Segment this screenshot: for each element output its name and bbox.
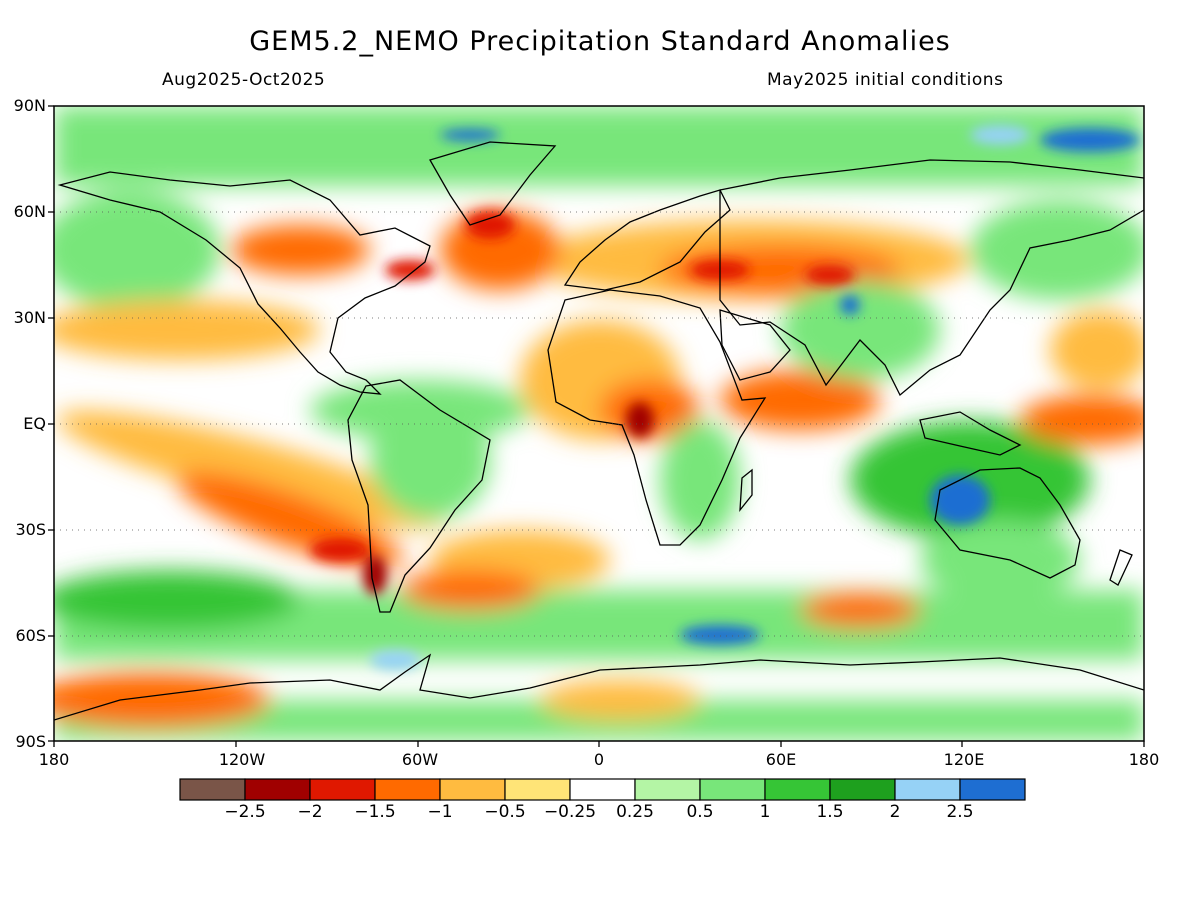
- colorbar-swatch: [569, 778, 636, 801]
- colorbar-label: 1.5: [816, 802, 844, 822]
- lon-label-0: 0: [593, 750, 605, 769]
- colorbar-swatch: [309, 778, 376, 801]
- colorbar-label: −2.5: [224, 802, 266, 822]
- lat-label-90n: 90N: [13, 96, 46, 115]
- lat-label-30n: 30N: [13, 308, 46, 327]
- map-title: GEM5.2_NEMO Precipitation Standard Anoma…: [249, 26, 951, 57]
- colorbar-label: −0.5: [484, 802, 526, 822]
- colorbar-label: 2.5: [946, 802, 974, 822]
- colorbar-swatch: [894, 778, 961, 801]
- anomaly-field: [54, 106, 1144, 741]
- colorbar-label: −1: [427, 802, 453, 822]
- lon-label-60w: 60W: [401, 750, 439, 769]
- lat-label-eq: EQ: [23, 414, 46, 433]
- colorbar-swatch: [634, 778, 701, 801]
- colorbar-swatch: [374, 778, 441, 801]
- lat-label-30s: 30S: [15, 520, 46, 539]
- colorbar-swatch: [439, 778, 506, 801]
- lon-label-120w: 120W: [218, 750, 266, 769]
- lon-label-180e: 180: [1128, 750, 1160, 769]
- lat-label-60n: 60N: [13, 202, 46, 221]
- colorbar-label: −0.25: [543, 802, 597, 822]
- colorbar-label: 0.25: [616, 802, 654, 822]
- colorbar-label: 1: [759, 802, 771, 822]
- colorbar-swatch: [829, 778, 896, 801]
- lat-label-90s: 90S: [15, 732, 46, 751]
- colorbar-label: 2: [889, 802, 901, 822]
- lat-label-60s: 60S: [15, 626, 46, 645]
- colorbar-swatch: [959, 778, 1026, 801]
- colorbar: [179, 778, 1026, 801]
- colorbar-label: −1.5: [354, 802, 396, 822]
- forecast-period: Aug2025-Oct2025: [162, 70, 326, 90]
- colorbar-swatch: [244, 778, 311, 801]
- colorbar-label: 0.5: [686, 802, 714, 822]
- colorbar-swatch: [699, 778, 766, 801]
- lon-label-60e: 60E: [765, 750, 797, 769]
- colorbar-swatch: [179, 778, 246, 801]
- colorbar-swatch: [764, 778, 831, 801]
- initial-conditions: May2025 initial conditions: [767, 70, 1004, 90]
- colorbar-swatch: [504, 778, 571, 801]
- coastlines: [54, 141, 1144, 721]
- lon-label-180w: 180: [38, 750, 70, 769]
- colorbar-label: −2: [297, 802, 323, 822]
- axis-ticks: [48, 105, 1145, 747]
- lon-label-120e: 120E: [943, 750, 985, 769]
